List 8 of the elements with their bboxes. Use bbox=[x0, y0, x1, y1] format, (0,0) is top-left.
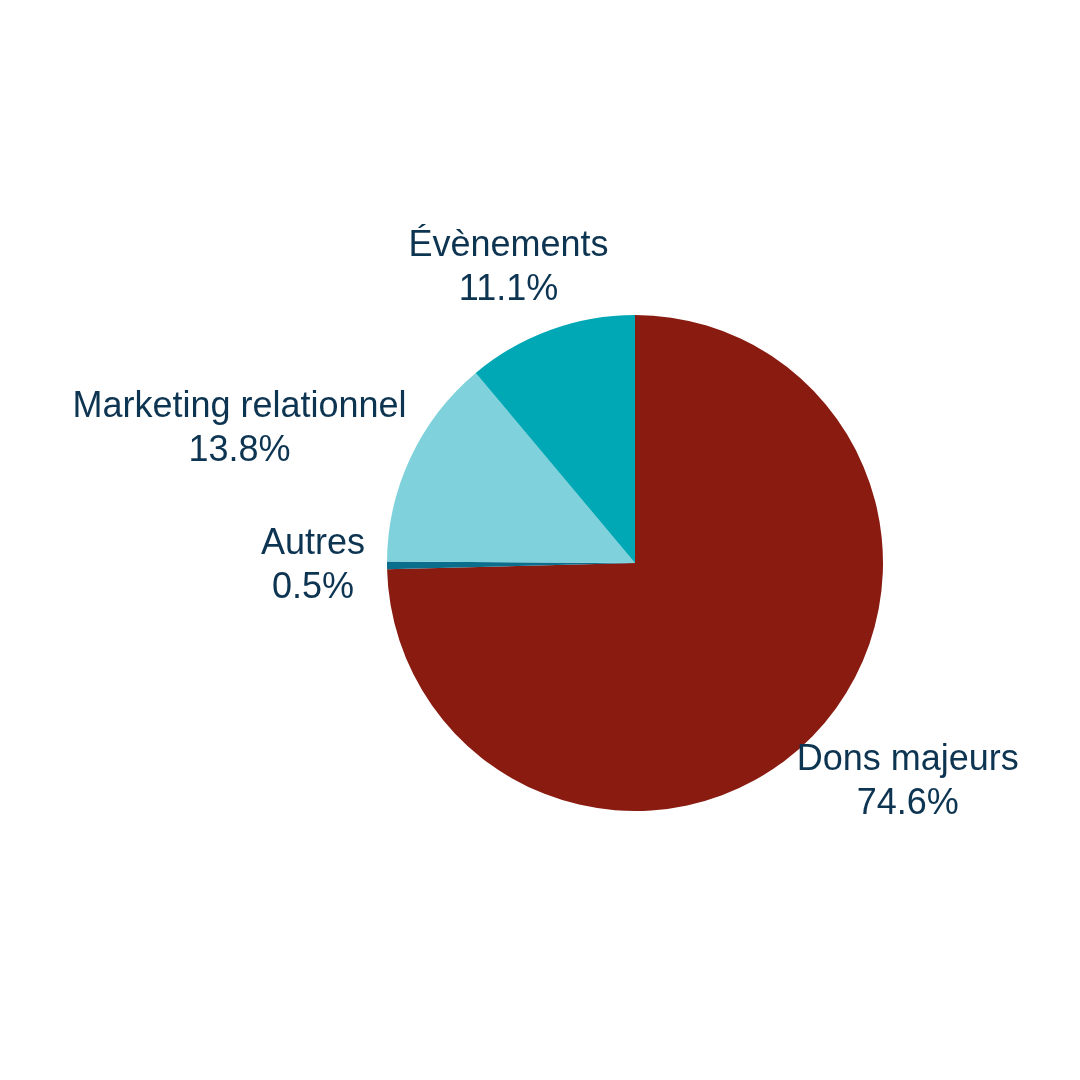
data-label: 74.6% bbox=[856, 781, 959, 823]
slice-label: Autres bbox=[260, 520, 366, 562]
slice-label: Évènements bbox=[408, 222, 609, 264]
slice-label: Dons majeurs bbox=[796, 737, 1019, 779]
data-label: 0.5% bbox=[271, 564, 355, 606]
data-label: 11.1% bbox=[458, 266, 559, 308]
data-label: 13.8% bbox=[188, 428, 291, 470]
slice-label: Marketing relationnel bbox=[72, 384, 407, 426]
